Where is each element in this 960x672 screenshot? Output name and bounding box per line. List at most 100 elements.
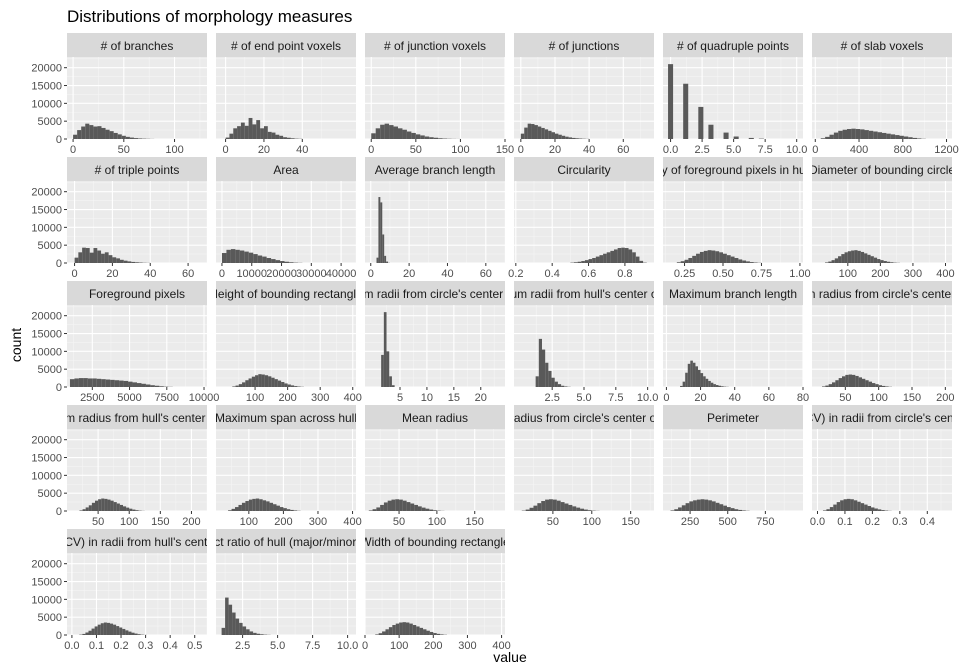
- facet-strip: [216, 33, 356, 57]
- x-tick-label: 60: [182, 268, 194, 280]
- facet-strip: [514, 281, 654, 305]
- histogram-bar: [639, 260, 644, 263]
- histogram-bar: [855, 129, 861, 139]
- gridlines: [365, 181, 505, 263]
- facet-strip: [67, 281, 207, 305]
- facet-panel: Area 0 10000 20000 30000 40000: [216, 157, 356, 280]
- histogram-bar: [603, 253, 607, 263]
- x-tick-label: 200: [424, 640, 442, 652]
- histogram-bar: [91, 502, 95, 511]
- histogram-bar: [719, 252, 723, 263]
- histogram-bar: [561, 135, 566, 139]
- histogram-bar: [738, 259, 743, 263]
- facet-plot-area: [514, 181, 654, 263]
- histogram-bar: [584, 260, 589, 263]
- x-tick-label: 5.0: [576, 392, 591, 404]
- histogram-bar: [105, 379, 111, 387]
- histogram-bar: [850, 499, 854, 511]
- histogram-bar: [384, 123, 390, 139]
- x-tick-label: 0.4: [545, 268, 560, 280]
- histogram-bar: [279, 135, 284, 139]
- y-tick-label: 15000: [31, 329, 62, 341]
- histogram-bar: [83, 378, 88, 387]
- histogram-bar: [262, 256, 267, 263]
- x-tick-label: 100: [869, 392, 887, 404]
- histogram-bar: [628, 249, 633, 263]
- histogram-bar: [584, 509, 588, 511]
- facet-strip: [365, 157, 505, 181]
- histogram-bar: [738, 509, 743, 511]
- histogram-bar: [882, 385, 886, 387]
- histogram-bar: [581, 261, 585, 263]
- gridlines: [514, 305, 654, 387]
- histogram-bar: [241, 502, 246, 511]
- histogram-bar: [159, 386, 164, 387]
- histogram-bar: [260, 128, 264, 139]
- histogram-bar: [233, 128, 238, 139]
- histogram-bar: [252, 124, 257, 139]
- histogram-bar: [378, 197, 381, 263]
- histogram-bar: [109, 623, 114, 635]
- x-tick-label: 20: [403, 268, 415, 280]
- facet-plot-area: [812, 429, 952, 511]
- histogram-bar: [386, 351, 390, 387]
- histogram-bar: [537, 503, 542, 511]
- histogram-bar: [239, 250, 245, 263]
- histogram-bar: [680, 385, 683, 387]
- histogram-bar: [684, 259, 689, 263]
- y-tick-label: 10000: [31, 346, 62, 358]
- facet-plot-area: [365, 181, 505, 263]
- x-tick-label: 100: [240, 516, 258, 528]
- histogram-bar: [125, 630, 129, 635]
- histogram-bar: [835, 380, 839, 387]
- histogram-bars: [381, 312, 395, 387]
- histogram-bar: [710, 382, 714, 387]
- histogram-bar: [105, 129, 110, 139]
- facet-panel: Average branch length 0 20 40 60: [365, 157, 505, 280]
- histogram-bar: [238, 504, 242, 511]
- histogram-bar: [857, 501, 861, 511]
- facet-strip-label: # of slab voxels: [841, 39, 924, 53]
- histogram-bar: [708, 380, 711, 387]
- histogram-bar: [852, 374, 856, 387]
- histogram-bar: [552, 499, 557, 511]
- histogram-bar: [135, 510, 139, 511]
- facet-strip: [663, 33, 803, 57]
- chart-title: Distributions of morphology measures: [67, 7, 352, 26]
- histogram-bar: [389, 376, 392, 387]
- histogram-bar: [890, 262, 894, 263]
- histogram-bar: [279, 507, 284, 511]
- histogram-bar: [860, 129, 865, 139]
- histogram-bar: [228, 604, 233, 635]
- histogram-bar: [681, 505, 686, 511]
- y-tick-label: 0: [56, 382, 62, 394]
- histogram-bar: [229, 133, 234, 139]
- histogram-bar: [235, 618, 240, 635]
- facet-strip: [67, 157, 207, 181]
- x-tick-label: 0: [72, 268, 78, 280]
- x-tick-label: 0: [362, 640, 368, 652]
- histogram-bar: [74, 257, 79, 263]
- histogram-bar: [568, 137, 573, 139]
- x-tick-label: 50: [118, 144, 130, 156]
- y-tick-label: 5000: [38, 116, 62, 128]
- histogram-bar: [843, 499, 847, 511]
- histogram-bar: [624, 248, 629, 263]
- histogram-bar: [391, 499, 396, 511]
- x-tick-label: 0.6: [581, 268, 596, 280]
- x-tick-label: 7.5: [608, 392, 623, 404]
- histogram-bar: [708, 500, 712, 511]
- histogram-bar: [698, 106, 704, 139]
- histogram-bar: [560, 502, 565, 511]
- gridlines: [216, 429, 356, 511]
- histogram-bar: [368, 510, 373, 511]
- histogram-bar: [128, 631, 132, 635]
- histogram-bar: [715, 502, 720, 511]
- histogram-bar: [281, 382, 285, 387]
- x-tick-label: 100: [246, 392, 264, 404]
- histogram-bar: [284, 261, 289, 263]
- facet-panel: # of triple points 0 20 40 60 0 5000 10000 15000…: [31, 157, 207, 280]
- histogram-bar: [417, 506, 422, 511]
- histogram-bar: [865, 380, 869, 387]
- histogram-bar: [395, 623, 400, 635]
